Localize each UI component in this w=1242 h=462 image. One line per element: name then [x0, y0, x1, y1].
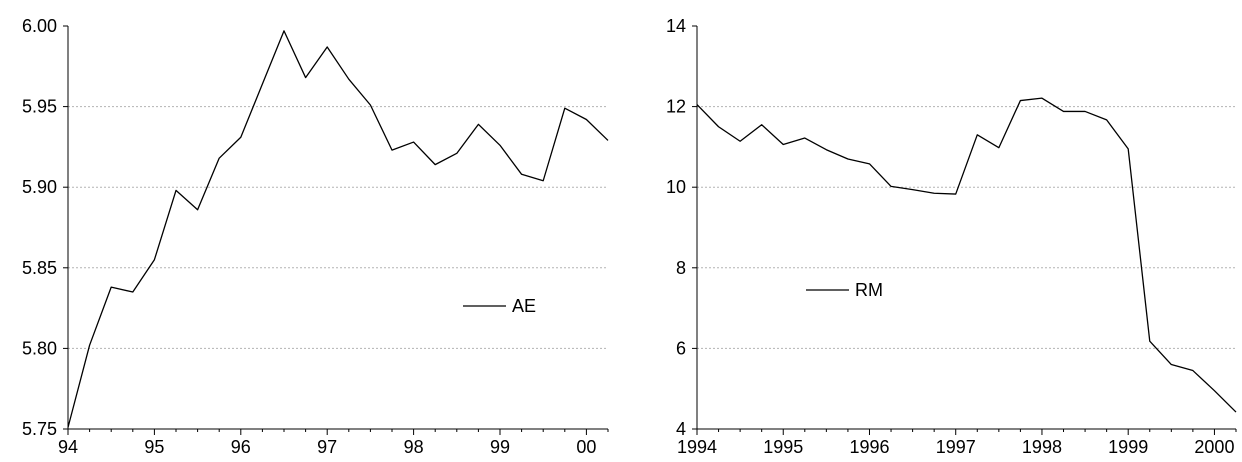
y-tick-label: 6 [676, 338, 686, 358]
y-tick-label: 6.00 [22, 16, 57, 36]
legend-label: RM [855, 280, 883, 300]
series-line-rm [696, 97, 1237, 413]
x-tick-label: 00 [576, 437, 596, 457]
y-tick-label: 5.80 [22, 338, 57, 358]
x-tick-label: 1995 [763, 437, 803, 457]
y-tick-label: 14 [666, 16, 686, 36]
y-tick-label: 4 [676, 419, 686, 439]
y-tick-label: 10 [666, 177, 686, 197]
x-tick-label: 95 [144, 437, 164, 457]
x-tick-label: 1999 [1108, 437, 1148, 457]
series-line-ae [67, 30, 609, 428]
x-tick-label: 1998 [1022, 437, 1062, 457]
x-tick-label: 1997 [936, 437, 976, 457]
x-tick-label: 1994 [677, 437, 717, 457]
y-tick-label: 8 [676, 258, 686, 278]
legend-label: AE [512, 296, 536, 316]
x-tick-label: 98 [404, 437, 424, 457]
x-tick-label: 96 [231, 437, 251, 457]
x-tick-label: 1996 [849, 437, 889, 457]
x-tick-label: 94 [58, 437, 78, 457]
x-tick-label: 97 [317, 437, 337, 457]
y-tick-label: 5.95 [22, 97, 57, 117]
rm-chart-panel: 4 6 8 10 12 14 1994 1995 1996 1997 1998 1999 2000 RM [666, 16, 1237, 457]
y-tick-label: 5.75 [22, 419, 57, 439]
ae-chart-panel: 5.75 5.80 5.85 5.90 5.95 6.00 94 95 96 97 98 99 00 AE [22, 16, 609, 457]
x-tick-label: 2000 [1194, 437, 1234, 457]
y-tick-label: 5.85 [22, 258, 57, 278]
x-tick-label: 99 [490, 437, 510, 457]
y-tick-label: 5.90 [22, 177, 57, 197]
y-tick-label: 12 [666, 97, 686, 117]
